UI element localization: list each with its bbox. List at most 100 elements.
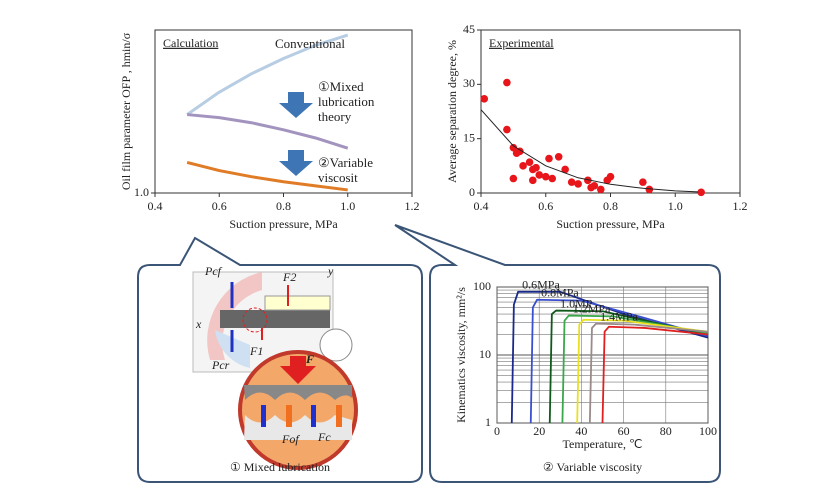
surface <box>244 385 352 400</box>
diagram-label: F1 <box>249 344 263 358</box>
y-tick-label: 15 <box>463 130 475 144</box>
line <box>186 33 349 116</box>
x-tick-label: 0.4 <box>148 199 163 213</box>
point <box>606 172 615 181</box>
x-axis-label: Suction pressure, MPa <box>229 217 338 231</box>
arrow <box>336 405 342 427</box>
x-axis-label: Suction pressure, MPa <box>556 217 665 231</box>
line <box>588 322 709 424</box>
x-tick-label: 80 <box>660 424 672 438</box>
line <box>186 160 348 192</box>
point <box>567 178 576 186</box>
point <box>535 171 544 179</box>
diagram-label: Fc <box>317 430 331 444</box>
trend-line <box>480 109 698 193</box>
y-axis-label: Average separation degree, % <box>445 40 459 183</box>
point <box>554 152 563 161</box>
point <box>645 185 654 194</box>
point <box>596 185 605 194</box>
series-label: 1.4MPa <box>600 309 638 323</box>
series-label: 1.0MP <box>560 296 593 310</box>
point <box>503 78 511 87</box>
point <box>519 162 527 170</box>
series-label: ①Mixed lubrication theory <box>318 79 375 124</box>
point <box>545 154 553 163</box>
x-tick-label: 1.0 <box>668 199 683 213</box>
y-tick-label: 30 <box>463 76 475 90</box>
diagram-label: Fof <box>281 432 300 446</box>
line <box>529 298 709 424</box>
x-tick-label: 0.6 <box>538 199 553 213</box>
arrow <box>279 92 313 118</box>
line <box>576 318 709 424</box>
y-tick-label: 45 <box>463 22 475 36</box>
series-label: 0.6MPa <box>522 278 560 292</box>
diagram: Pcf F2 y x F1 Pcr F Fof Fc ① Mixed lubri… <box>192 264 358 474</box>
point <box>529 176 537 185</box>
panel-caption: ① Mixed lubrication <box>230 460 330 474</box>
panel-caption: ② Variable viscosity <box>543 460 642 474</box>
surface <box>244 415 352 440</box>
series-label: ②Variable viscosit <box>318 155 373 185</box>
point <box>503 125 511 134</box>
diagram-label: x <box>195 317 202 331</box>
diagram-label: F <box>305 352 314 366</box>
vane <box>220 310 330 328</box>
point <box>561 165 569 174</box>
arrow <box>311 405 316 427</box>
x-tick-label: 1.2 <box>733 199 748 213</box>
x-tick-label: 40 <box>575 424 587 438</box>
x-tick-label: 0.8 <box>276 199 291 213</box>
x-tick-label: 0.6 <box>212 199 227 213</box>
point <box>509 174 518 183</box>
x-tick-label: 0.4 <box>474 199 489 213</box>
arrow <box>261 405 266 427</box>
series-label: 0.8MPa <box>541 285 579 299</box>
point <box>639 178 647 186</box>
panel-viscosity <box>394 224 721 483</box>
y-axis-label: Kinematics viscosity, mm²/s <box>454 287 468 423</box>
diagram-label: Pcr <box>211 358 230 372</box>
x-tick-label: 0 <box>494 424 500 438</box>
plot-frame <box>480 29 741 194</box>
point <box>584 176 592 185</box>
y-tick-label: 0 <box>469 185 475 199</box>
arrow <box>286 405 292 427</box>
point <box>532 163 540 172</box>
series-label: Conventional <box>275 36 346 51</box>
chart-title: Experimental <box>489 36 554 50</box>
point <box>548 174 557 183</box>
diagram-label: F2 <box>282 270 296 284</box>
y-axis-label: Oil film parameter OFP , hmin/σ <box>119 32 133 190</box>
x-tick-label: 1.0 <box>340 199 355 213</box>
y-tick-label: 10 <box>479 347 491 361</box>
x-tick-label: 0.8 <box>603 199 618 213</box>
line <box>601 325 709 424</box>
point <box>516 147 524 156</box>
point <box>590 181 599 190</box>
arrow <box>279 150 313 176</box>
x-tick-label: 1.2 <box>405 199 420 213</box>
x-axis-label: Temperature, ℃ <box>563 437 643 451</box>
point <box>525 158 534 167</box>
line <box>510 290 709 424</box>
x-tick-label: 60 <box>618 424 630 438</box>
chart-title: Calculation <box>163 36 218 50</box>
roller <box>319 328 353 362</box>
y-tick-label: 1.0 <box>134 185 149 199</box>
diagram-label: y <box>327 264 334 278</box>
point <box>480 95 489 103</box>
point <box>541 172 550 181</box>
x-tick-label: 20 <box>533 424 545 438</box>
zoom-mark <box>242 307 268 333</box>
point <box>697 188 705 197</box>
arrow <box>280 356 316 384</box>
y-tick-label: 1 <box>485 415 491 429</box>
x-tick-label: 100 <box>699 424 717 438</box>
line <box>548 309 709 424</box>
line <box>561 314 709 424</box>
slot <box>264 295 331 311</box>
point <box>574 180 582 188</box>
